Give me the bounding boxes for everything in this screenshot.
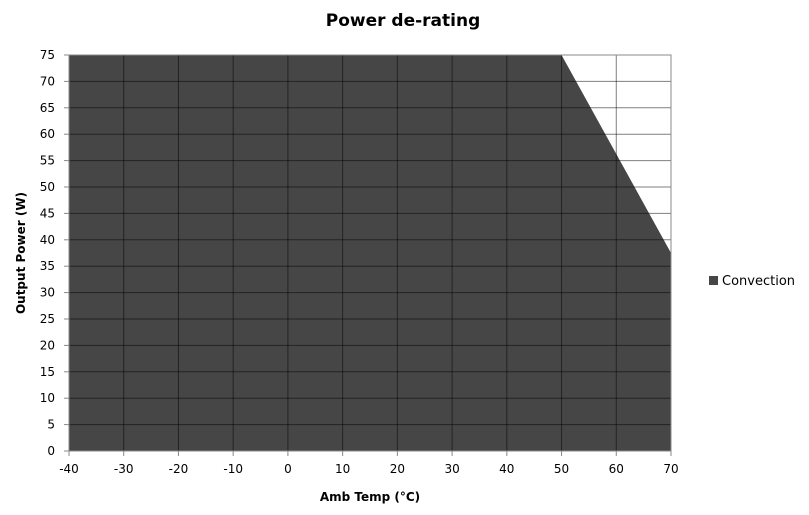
x-tick-label: 10 — [335, 462, 350, 476]
x-tick-label: -20 — [169, 462, 189, 476]
legend: Convection — [709, 274, 795, 289]
x-axis-label: Amb Temp (°C) — [320, 490, 420, 504]
chart-title: Power de-rating — [326, 11, 481, 31]
y-tick-label: 60 — [40, 127, 55, 141]
y-tick-label: 10 — [40, 391, 55, 405]
x-tick-label: 30 — [444, 462, 459, 476]
y-tick-label: 5 — [47, 418, 55, 432]
x-axis-ticks: -40 -30 -20 -10 0 10 20 30 40 50 60 70 — [59, 451, 679, 476]
x-tick-label: 0 — [284, 462, 292, 476]
y-tick-label: 35 — [40, 259, 55, 273]
y-tick-label: 45 — [40, 206, 55, 220]
y-tick-label: 40 — [40, 233, 55, 247]
legend-label-convection: Convection — [722, 274, 795, 289]
y-tick-label: 65 — [40, 101, 55, 115]
x-tick-label: 50 — [554, 462, 569, 476]
y-tick-label: 50 — [40, 180, 55, 194]
x-tick-label: 60 — [609, 462, 624, 476]
plot-area — [68, 54, 672, 452]
y-tick-label: 0 — [47, 444, 55, 458]
area-series-convection — [69, 55, 671, 451]
y-tick-label: 25 — [40, 312, 55, 326]
x-tick-label: -30 — [114, 462, 134, 476]
x-tick-label: 20 — [390, 462, 405, 476]
x-tick-label: 70 — [663, 462, 678, 476]
y-axis-label: Output Power (W) — [14, 192, 28, 314]
legend-swatch-convection — [709, 276, 718, 285]
y-tick-label: 20 — [40, 338, 55, 352]
x-tick-label: -40 — [59, 462, 79, 476]
y-axis-ticks: 0 5 10 15 20 25 30 35 40 45 50 55 60 65 70 75 — [40, 48, 69, 458]
y-tick-label: 55 — [40, 154, 55, 168]
y-tick-label: 15 — [40, 365, 55, 379]
y-tick-label: 30 — [40, 286, 55, 300]
plot-border — [68, 54, 672, 452]
x-tick-label: 40 — [499, 462, 514, 476]
y-tick-label: 70 — [40, 74, 55, 88]
x-tick-label: -10 — [223, 462, 243, 476]
y-tick-label: 75 — [40, 48, 55, 62]
